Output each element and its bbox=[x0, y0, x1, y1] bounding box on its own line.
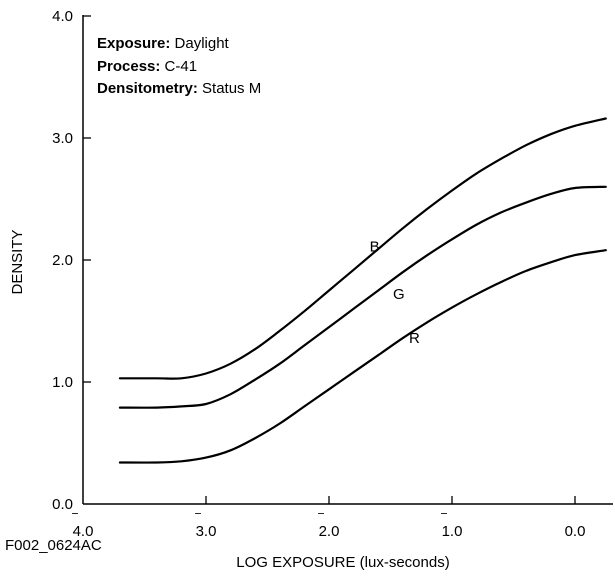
process-note: Process: C-41 bbox=[97, 58, 197, 75]
y-tick-label: 3.0 bbox=[52, 130, 73, 147]
x-axis-title: LOG EXPOSURE (lux-seconds) bbox=[236, 554, 449, 571]
densitometry-value: Status M bbox=[198, 80, 261, 97]
x-tick-bar-mark: ‾ bbox=[441, 512, 448, 529]
x-tick-bar-mark: ‾ bbox=[72, 512, 79, 529]
series-label-g: G bbox=[393, 286, 405, 303]
process-value: C-41 bbox=[160, 58, 197, 75]
x-tick-label: 1.0 bbox=[442, 523, 463, 540]
curve-b bbox=[118, 117, 607, 380]
density-curves: B G R bbox=[118, 117, 607, 464]
x-tick-label: 0.0 bbox=[565, 523, 586, 540]
exposure-value: Daylight bbox=[170, 35, 229, 52]
y-tick-label: 0.0 bbox=[52, 496, 73, 513]
curve-g bbox=[118, 185, 607, 409]
densitometry-key: Densitometry: bbox=[97, 80, 198, 97]
y-tick-label: 2.0 bbox=[52, 252, 73, 269]
process-key: Process: bbox=[97, 58, 160, 75]
series-label-b: B bbox=[370, 238, 380, 255]
x-tick-label: 4.0 bbox=[73, 523, 94, 540]
curve-r bbox=[118, 249, 607, 464]
densitometry-note: Densitometry: Status M bbox=[97, 80, 261, 97]
x-tick-bar-mark: ‾ bbox=[318, 512, 325, 529]
figure-code: F002_0624AC bbox=[5, 537, 102, 554]
series-label-r: R bbox=[409, 330, 420, 347]
y-tick-label: 1.0 bbox=[52, 374, 73, 391]
y-axis-title: DENSITY bbox=[9, 229, 26, 294]
y-axis-ticks: 0.0 1.0 2.0 3.0 4.0 bbox=[52, 8, 91, 513]
x-tick-bar-mark: ‾ bbox=[195, 512, 202, 529]
x-tick-label: 2.0 bbox=[319, 523, 340, 540]
exposure-note: Exposure: Daylight bbox=[97, 35, 230, 52]
x-tick-label: 3.0 bbox=[196, 523, 217, 540]
x-axis-ticks: 4.0‾3.0‾2.0‾1.0‾0.0 bbox=[72, 496, 586, 540]
y-tick-label: 4.0 bbox=[52, 8, 73, 25]
exposure-key: Exposure: bbox=[97, 35, 170, 52]
